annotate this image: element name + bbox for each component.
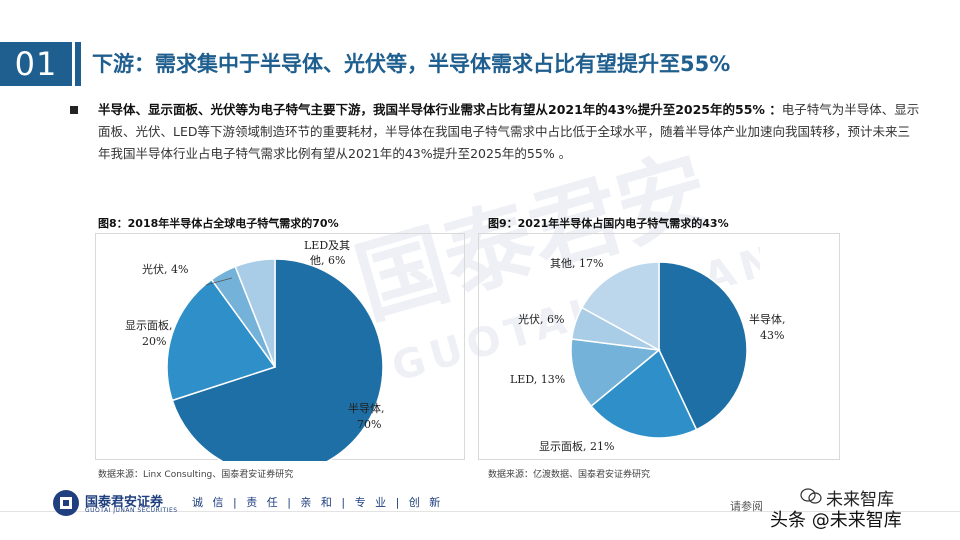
disclaimer-text: 请参阅	[730, 500, 763, 513]
label-semi-line2: 43%	[760, 329, 784, 342]
pv-leader-line	[205, 277, 233, 286]
label-led: LED, 13%	[510, 373, 565, 386]
company-name: 国泰君安证券	[85, 495, 164, 510]
figure-9-pie-chart: 其他, 17% 光伏, 6% LED, 13% 显示面板, 21% 半导体, 4…	[510, 257, 786, 453]
label-semi-line1: 半导体,	[348, 401, 385, 415]
wechat-icon	[800, 488, 822, 504]
label-display: 显示面板, 21%	[539, 439, 614, 453]
label-semi-line1: 半导体,	[749, 312, 786, 326]
label-led-line2: 他, 6%	[310, 254, 345, 267]
label-pv: 光伏, 4%	[142, 262, 188, 276]
figure-8-pie-chart: 光伏, 4% LED及其 他, 6% 显示面板, 20% 半导体, 70%	[125, 239, 385, 476]
figure-8-source: 数据来源：Linx Consulting、国泰君安证券研究	[98, 470, 294, 480]
label-semi-line2: 70%	[357, 418, 381, 431]
toutiao-watermark: 头条 @未来智库	[770, 510, 902, 531]
slide-number: 01	[0, 42, 72, 86]
pie-slice-3	[234, 258, 276, 368]
pie-slice-0	[658, 261, 748, 431]
footer-divider	[0, 511, 960, 512]
pie-slice-4	[580, 261, 660, 352]
page-title: 下游：需求集中于半导体、光伏等，半导体需求占比有望提升至55%	[92, 52, 731, 76]
company-name-en: GUOTAI JUNAN SECURITIES	[85, 507, 178, 514]
figure-8-title: 图8：2018年半导体占全球电子特气需求的70%	[98, 217, 339, 230]
bullet-square-icon	[70, 106, 78, 114]
pie-slice-1	[590, 348, 698, 439]
bullet-paragraph: 半导体、显示面板、光伏等为电子特气主要下游，我国半导体行业需求占比有望从2021…	[98, 99, 920, 165]
pie-slice-0	[171, 258, 384, 476]
figure-8-chart-frame: 光伏, 4% LED及其 他, 6% 显示面板, 20% 半导体, 70%	[95, 233, 465, 476]
wechat-account-name: 未来智库	[826, 490, 894, 510]
pie-slice-1	[166, 278, 277, 402]
label-pv: 光伏, 6%	[518, 312, 564, 326]
label-led-line1: LED及其	[304, 239, 350, 252]
bullet-bold-text: 半导体、显示面板、光伏等为电子特气主要下游，我国半导体行业需求占比有望从2021…	[98, 102, 782, 117]
label-other: 其他, 17%	[550, 257, 603, 270]
company-motto: 诚 信 | 责 任 | 亲 和 | 专 业 | 创 新	[192, 496, 444, 509]
company-logo-icon	[53, 490, 79, 516]
bullet-body-text: 电子特气为半导体、显示面板、光伏、LED等下游领域制造环节的重要耗材，半导体在我…	[98, 102, 920, 161]
label-display-line2: 20%	[142, 335, 166, 348]
label-display-line1: 显示面板,	[125, 318, 173, 332]
figure-9-title: 图9：2021年半导体占国内电子特气需求的43%	[488, 217, 729, 230]
figure-9-source: 数据来源：亿渡数据、国泰君安证券研究	[488, 470, 651, 480]
figure-9-chart-frame: 其他, 17% 光伏, 6% LED, 13% 显示面板, 21% 半导体, 4…	[478, 233, 840, 460]
title-accent-bar	[75, 42, 81, 86]
pie-slice-2	[570, 338, 661, 408]
